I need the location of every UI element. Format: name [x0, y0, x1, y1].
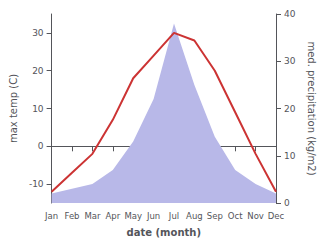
svg-text:max temp (C): max temp (C): [8, 74, 19, 143]
svg-text:20: 20: [284, 104, 296, 114]
svg-text:10: 10: [284, 151, 296, 161]
svg-text:10: 10: [32, 104, 44, 114]
svg-text:30: 30: [284, 56, 296, 66]
svg-text:0: 0: [38, 141, 44, 151]
svg-text:Dec: Dec: [268, 211, 285, 221]
svg-text:40: 40: [284, 9, 296, 19]
svg-text:Apr: Apr: [105, 211, 120, 221]
svg-text:Jul: Jul: [168, 211, 179, 221]
svg-text:May: May: [124, 211, 142, 221]
svg-text:20: 20: [32, 66, 44, 76]
svg-text:Feb: Feb: [64, 211, 79, 221]
svg-text:Aug: Aug: [186, 211, 203, 221]
svg-text:med. precipitation (kg/m2): med. precipitation (kg/m2): [306, 41, 317, 175]
svg-text:Oct: Oct: [228, 211, 243, 221]
svg-text:Mar: Mar: [84, 211, 101, 221]
svg-text:Jan: Jan: [44, 211, 58, 221]
svg-text:Nov: Nov: [247, 211, 264, 221]
svg-text:-10: -10: [29, 179, 44, 189]
svg-text:date (month): date (month): [127, 227, 201, 238]
svg-text:0: 0: [284, 198, 290, 208]
svg-text:Jun: Jun: [146, 211, 160, 221]
svg-text:30: 30: [32, 28, 44, 38]
svg-text:Sep: Sep: [207, 211, 223, 221]
